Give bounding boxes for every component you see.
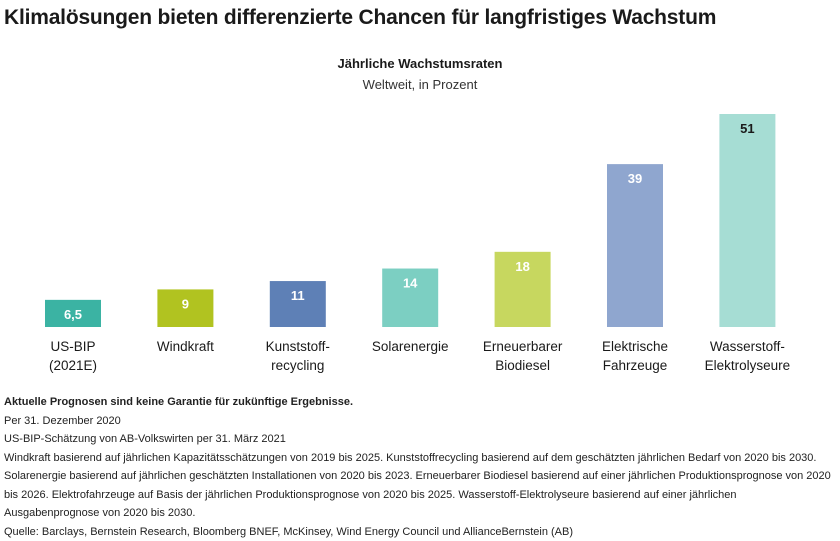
page-headline: Klimalösungen bieten differenzierte Chan… (4, 6, 717, 29)
gdp-note: US-BIP-Schätzung von AB-Volkswirten per … (4, 433, 286, 445)
chart-subtitle: Weltweit, in Prozent (362, 77, 478, 92)
category-label-5-1: Fahrzeuge (603, 358, 668, 373)
source-note: Quelle: Barclays, Bernstein Research, Bl… (4, 525, 573, 538)
bar-value-label-0: 6,5 (64, 307, 82, 322)
chart-footer: Aktuelle Prognosen sind keine Garantie f… (4, 393, 834, 541)
chart-title: Jährliche Wachstumsraten (337, 56, 503, 71)
bar-3 (382, 268, 439, 327)
category-label-5-0: Elektrische (602, 339, 668, 354)
category-label-1-0: Windkraft (157, 339, 214, 354)
disclaimer-text: Aktuelle Prognosen sind keine Garantie f… (4, 396, 354, 408)
methodology-note: Windkraft basierend auf jährlichen Kapaz… (4, 451, 831, 520)
category-label-2-0: Kunststoff- (266, 339, 330, 354)
category-label-6-1: Elektrolyseure (705, 358, 791, 373)
bar-value-label-2: 11 (291, 288, 305, 303)
category-label-2-1: recycling (271, 358, 324, 373)
bar-value-label-1: 9 (182, 296, 189, 311)
bar-value-label-4: 18 (515, 259, 529, 274)
bar-6 (719, 114, 776, 327)
category-label-4-1: Biodiesel (495, 358, 550, 373)
date-note: Per 31. Dezember 2020 (4, 414, 121, 427)
category-label-6-0: Wasserstoff- (710, 339, 785, 354)
bar-4 (494, 251, 551, 327)
category-label-0-0: US-BIP (50, 339, 95, 354)
bar-chart: 6,5 US-BIP (2021E) 9 Windkraft 11 Kunststoff-r… (45, 114, 791, 373)
bar-0 (45, 299, 101, 327)
bar-1 (157, 289, 214, 327)
category-label-4-0: Erneuerbarer (483, 339, 563, 354)
category-label-3-0: Solarenergie (372, 339, 449, 354)
bar-value-label-3: 14 (403, 276, 418, 291)
bar-5 (607, 164, 663, 327)
bar-2 (269, 281, 326, 327)
bar-value-label-6: 51 (740, 121, 754, 136)
category-label-0-1: (2021E) (49, 358, 97, 373)
bar-value-label-5: 39 (628, 171, 642, 186)
